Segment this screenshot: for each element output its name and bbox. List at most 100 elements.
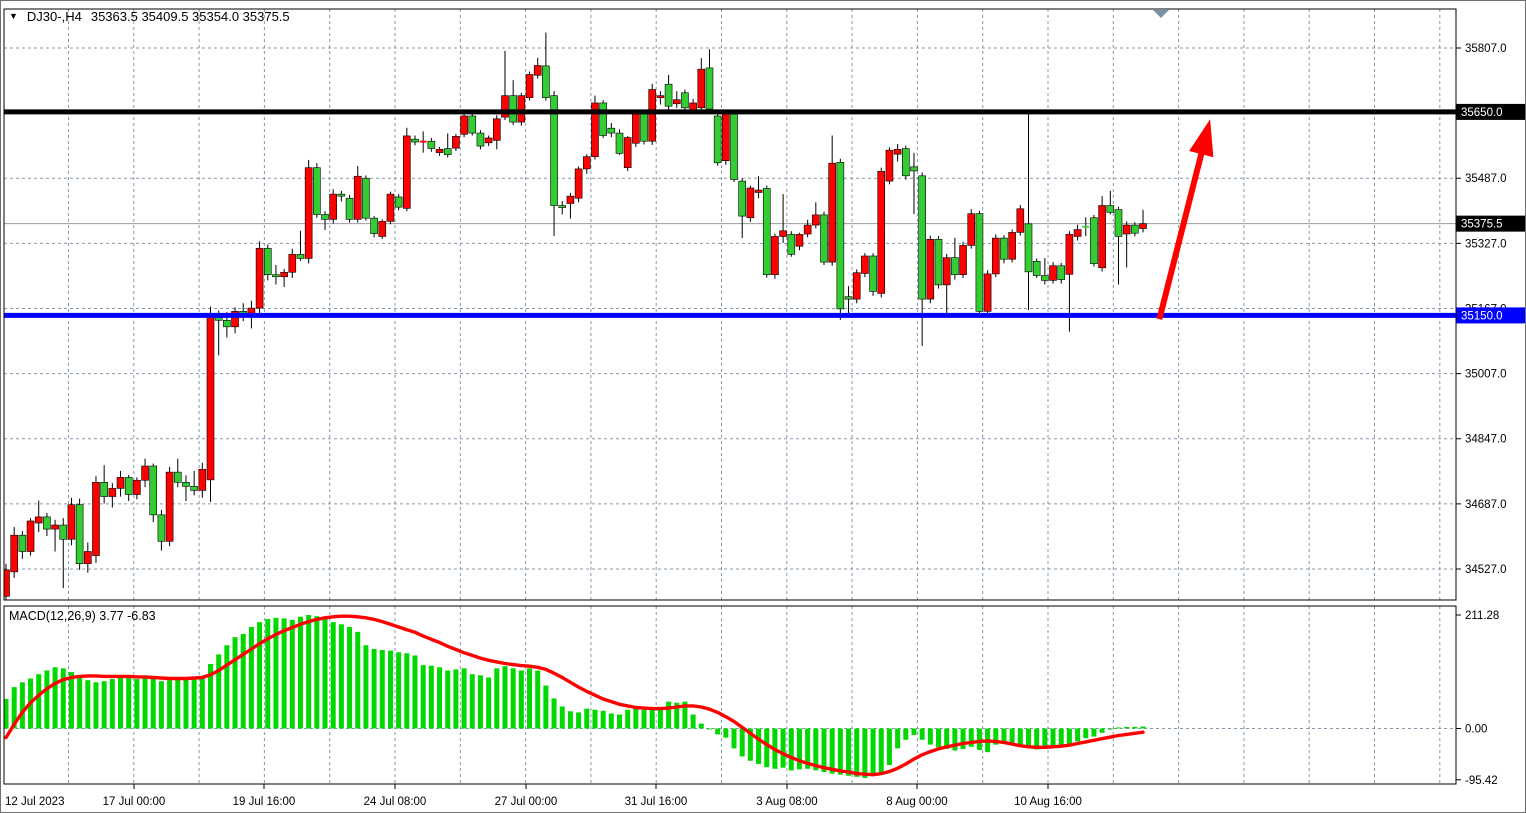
macd-histogram-bar bbox=[796, 728, 802, 770]
time-axis-label: 3 Aug 08:00 bbox=[756, 796, 817, 808]
candle-body bbox=[754, 189, 763, 193]
price-badge-label: 35375.5 bbox=[1461, 219, 1503, 231]
candle-body bbox=[190, 486, 198, 491]
macd-histogram-bar bbox=[289, 619, 295, 729]
candle-body bbox=[313, 167, 321, 215]
candle-body bbox=[1073, 229, 1082, 237]
candle-body bbox=[918, 175, 926, 300]
macd-histogram-bar bbox=[715, 728, 721, 735]
macd-histogram-bar bbox=[502, 666, 508, 729]
macd-histogram-bar bbox=[494, 668, 500, 729]
macd-histogram-bar bbox=[183, 677, 189, 729]
candle-body bbox=[566, 195, 575, 204]
macd-histogram-bar bbox=[567, 711, 573, 729]
macd-histogram-bar bbox=[968, 728, 974, 747]
price-badge bbox=[1456, 307, 1525, 324]
macd-histogram-bar bbox=[322, 618, 328, 729]
candle-doji bbox=[1082, 225, 1090, 228]
candle-body bbox=[435, 149, 444, 153]
macd-histogram-bar bbox=[208, 664, 213, 729]
dropdown-triangle-icon[interactable]: ▼ bbox=[9, 11, 18, 21]
macd-histogram-bar bbox=[265, 618, 271, 729]
macd-histogram-bar bbox=[878, 728, 884, 773]
macd-histogram-bar bbox=[731, 728, 737, 749]
candle-body bbox=[18, 534, 27, 552]
macd-histogram-bar bbox=[617, 714, 622, 729]
candle-body bbox=[934, 239, 943, 286]
price-axis-label: 34527.0 bbox=[1465, 564, 1507, 576]
macd-histogram-bar bbox=[11, 687, 17, 729]
price-axis[interactable]: 35807.035487.035327.035167.035007.034847… bbox=[1456, 43, 1526, 576]
price-axis-label: 35007.0 bbox=[1465, 369, 1507, 381]
macd-histogram-bar bbox=[1050, 728, 1056, 748]
candle-body bbox=[615, 132, 624, 154]
candle-body bbox=[1041, 275, 1049, 281]
candle-body bbox=[664, 83, 673, 107]
candle-body bbox=[353, 175, 362, 220]
candle-body bbox=[762, 188, 771, 276]
macd-histogram-bar bbox=[764, 728, 770, 768]
candle-body bbox=[59, 524, 68, 540]
macd-histogram-bar bbox=[134, 679, 140, 729]
candle-body bbox=[411, 138, 419, 143]
price-axis-label: 35487.0 bbox=[1465, 173, 1507, 185]
macd-histogram-bar bbox=[199, 675, 205, 729]
candle-body bbox=[378, 221, 387, 237]
candle-body bbox=[321, 214, 329, 220]
price-axis-label: 34687.0 bbox=[1465, 499, 1507, 511]
chart-ohlc-values: 35363.5 35409.5 35354.0 35375.5 bbox=[90, 9, 290, 24]
candle-body bbox=[517, 95, 526, 123]
arrow-head[interactable] bbox=[1189, 119, 1214, 158]
candle-body bbox=[476, 132, 485, 147]
candle-body bbox=[133, 479, 141, 495]
macd-histogram-bar bbox=[788, 728, 794, 771]
time-axis-label: 10 Aug 16:00 bbox=[1014, 796, 1082, 808]
candle-body bbox=[771, 236, 779, 276]
candle-body bbox=[141, 465, 149, 481]
macd-histogram-bar bbox=[1107, 728, 1113, 730]
shift-marker-triangle-icon[interactable] bbox=[1153, 10, 1169, 18]
candle-body bbox=[901, 148, 910, 177]
candle-body bbox=[1090, 217, 1098, 265]
main-panel-border bbox=[3, 8, 1457, 601]
macd-histogram-bar bbox=[338, 624, 344, 729]
trend-arrow[interactable] bbox=[1156, 119, 1214, 320]
macd-histogram-bar bbox=[248, 626, 254, 729]
macd-histogram-bar bbox=[52, 667, 58, 729]
macd-histogram-bar bbox=[854, 728, 860, 777]
time-axis-label: 27 Jul 00:00 bbox=[495, 796, 558, 808]
macd-histogram-bar bbox=[306, 615, 312, 729]
price-badge-label: 35150.0 bbox=[1461, 310, 1503, 322]
candle-body bbox=[263, 247, 272, 276]
macd-histogram-bar bbox=[1026, 728, 1031, 748]
price-badge-label: 35650.0 bbox=[1461, 107, 1503, 119]
level-lines[interactable] bbox=[4, 109, 1456, 318]
macd-histogram-bar bbox=[870, 728, 876, 774]
candle-body bbox=[75, 504, 84, 565]
macd-histogram-bar bbox=[706, 728, 712, 730]
time-axis[interactable]: 12 Jul 2023 17 Jul 00:00 19 Jul 16:00 24 Ju… bbox=[5, 784, 1082, 808]
candle-body bbox=[574, 168, 583, 199]
candle-body bbox=[452, 136, 460, 149]
macd-histogram-bar bbox=[576, 712, 582, 729]
macd-histogram-bar bbox=[698, 723, 704, 729]
macd-histogram-bar bbox=[477, 675, 483, 729]
macd-histogram-bar bbox=[379, 650, 385, 729]
macd-axis-label: 0.00 bbox=[1465, 724, 1487, 736]
candle-body bbox=[206, 317, 215, 481]
macd-histogram-bar bbox=[960, 728, 966, 749]
candle-body bbox=[672, 99, 681, 105]
candle-body bbox=[525, 74, 534, 98]
candle-body bbox=[394, 196, 403, 208]
macd-histogram-bar bbox=[551, 698, 557, 729]
candle-body bbox=[1000, 237, 1008, 260]
candle-body bbox=[149, 465, 158, 516]
macd-histogram-bar bbox=[175, 678, 181, 729]
macd-histogram-bar bbox=[592, 709, 598, 729]
candle-body bbox=[861, 255, 869, 274]
macd-axis[interactable]: 211.28 0.00 -95.42 bbox=[1456, 610, 1499, 787]
macd-histogram-bar bbox=[68, 672, 74, 729]
arrow-shaft[interactable] bbox=[1156, 147, 1206, 320]
